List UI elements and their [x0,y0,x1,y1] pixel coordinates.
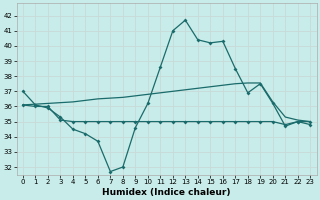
X-axis label: Humidex (Indice chaleur): Humidex (Indice chaleur) [102,188,231,197]
